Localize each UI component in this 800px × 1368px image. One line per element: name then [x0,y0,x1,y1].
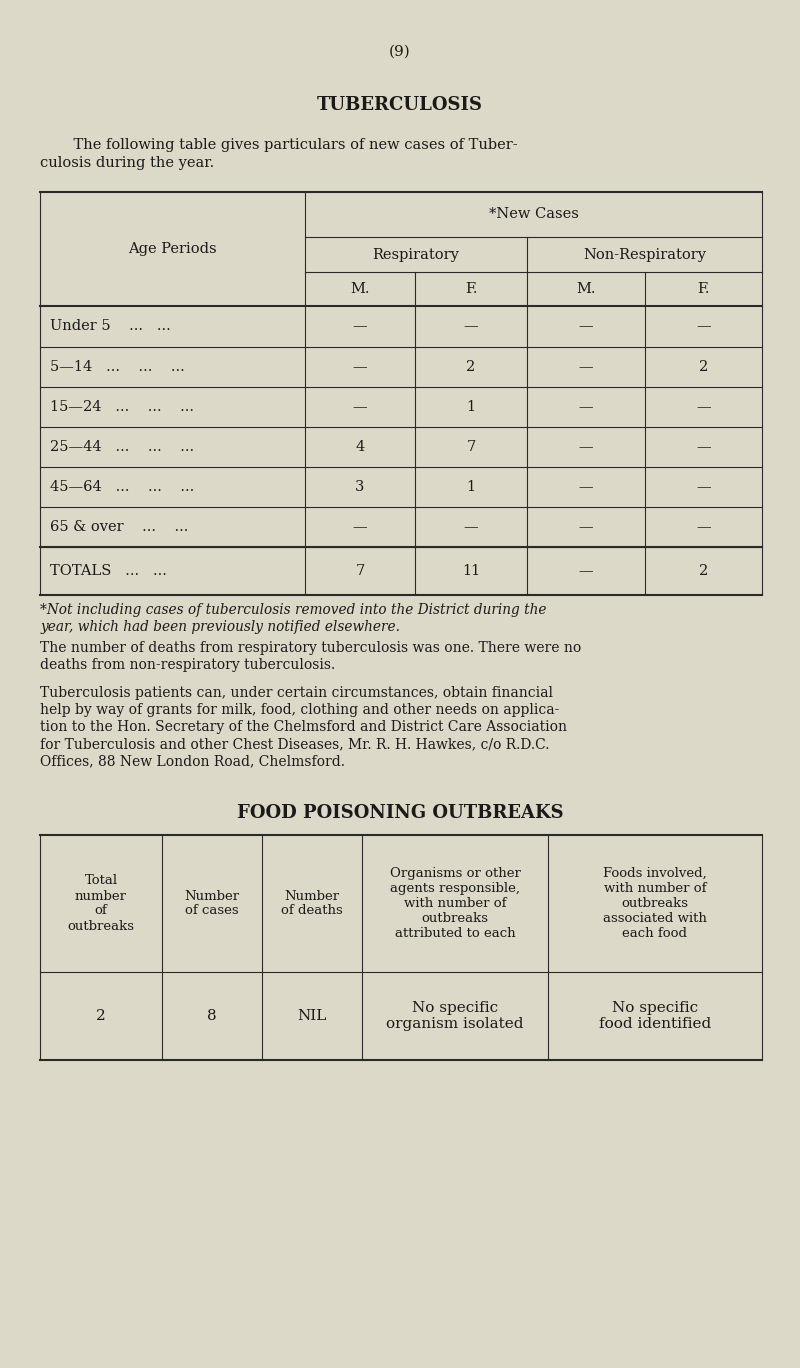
Text: —: — [578,520,594,534]
Text: outbreaks: outbreaks [622,897,689,910]
Text: M.: M. [350,282,370,295]
Text: associated with: associated with [603,912,707,925]
Text: deaths from non-respiratory tuberculosis.: deaths from non-respiratory tuberculosis… [40,658,335,672]
Text: 25—44   ...    ...    ...: 25—44 ... ... ... [50,440,194,454]
Text: 1: 1 [466,480,475,494]
Text: Under 5    ...   ...: Under 5 ... ... [50,320,170,334]
Text: Total: Total [85,874,118,888]
Text: 5—14   ...    ...    ...: 5—14 ... ... ... [50,360,185,373]
Text: Number: Number [185,889,239,903]
Text: (9): (9) [389,45,411,59]
Text: —: — [464,520,478,534]
Text: TUBERCULOSIS: TUBERCULOSIS [317,96,483,114]
Text: —: — [696,399,711,415]
Text: with number of: with number of [404,897,506,910]
Text: —: — [696,520,711,534]
Text: 8: 8 [207,1010,217,1023]
Text: —: — [578,480,594,494]
Text: The number of deaths from respiratory tuberculosis was one. There were no: The number of deaths from respiratory tu… [40,642,582,655]
Text: —: — [353,399,367,415]
Text: NIL: NIL [298,1010,326,1023]
Text: 7: 7 [355,564,365,579]
Text: food identified: food identified [599,1016,711,1031]
Text: year, which had been previously notified elsewhere.: year, which had been previously notified… [40,620,400,633]
Text: number: number [75,889,127,903]
Text: *Not including cases of tuberculosis removed into the District during the: *Not including cases of tuberculosis rem… [40,603,546,617]
Text: —: — [696,440,711,454]
Text: —: — [353,520,367,534]
Text: —: — [696,320,711,334]
Text: help by way of grants for milk, food, clothing and other needs on applica-: help by way of grants for milk, food, cl… [40,703,559,717]
Text: 1: 1 [466,399,475,415]
Text: agents responsible,: agents responsible, [390,882,520,895]
Text: tion to the Hon. Secretary of the Chelmsford and District Care Association: tion to the Hon. Secretary of the Chelms… [40,720,567,735]
Text: Tuberculosis patients can, under certain circumstances, obtain financial: Tuberculosis patients can, under certain… [40,685,553,700]
Text: 2: 2 [699,360,708,373]
Text: 2: 2 [466,360,476,373]
Text: The following table gives particulars of new cases of Tuber-: The following table gives particulars of… [55,138,518,152]
Text: Number: Number [285,889,339,903]
Text: organism isolated: organism isolated [386,1016,524,1031]
Text: —: — [578,440,594,454]
Text: —: — [578,399,594,415]
Text: No specific: No specific [412,1001,498,1015]
Text: 65 & over    ...    ...: 65 & over ... ... [50,520,188,534]
Text: —: — [696,480,711,494]
Text: attributed to each: attributed to each [394,928,515,940]
Text: Organisms or other: Organisms or other [390,867,521,880]
Text: TOTALS   ...   ...: TOTALS ... ... [50,564,167,579]
Text: Foods involved,: Foods involved, [603,867,707,880]
Text: No specific: No specific [612,1001,698,1015]
Text: 7: 7 [466,440,476,454]
Text: of deaths: of deaths [281,904,343,918]
Text: culosis during the year.: culosis during the year. [40,156,214,170]
Text: 11: 11 [462,564,480,579]
Text: of: of [94,904,107,918]
Text: with number of: with number of [604,882,706,895]
Text: —: — [578,320,594,334]
Text: for Tuberculosis and other Chest Diseases, Mr. R. H. Hawkes, c/o R.D.C.: for Tuberculosis and other Chest Disease… [40,737,550,751]
Text: F.: F. [698,282,710,295]
Text: outbreaks: outbreaks [67,919,134,933]
Text: 2: 2 [699,564,708,579]
Text: *New Cases: *New Cases [489,208,578,222]
Text: 45—64   ...    ...    ...: 45—64 ... ... ... [50,480,194,494]
Text: Non-Respiratory: Non-Respiratory [583,248,706,261]
Text: Respiratory: Respiratory [373,248,459,261]
Text: —: — [578,564,594,579]
Text: of cases: of cases [185,904,239,918]
Text: Offices, 88 New London Road, Chelmsford.: Offices, 88 New London Road, Chelmsford. [40,754,345,767]
Text: each food: each food [622,928,687,940]
Text: —: — [464,320,478,334]
Text: M.: M. [576,282,596,295]
Text: 15—24   ...    ...    ...: 15—24 ... ... ... [50,399,194,415]
Text: —: — [578,360,594,373]
Text: 2: 2 [96,1010,106,1023]
Text: —: — [353,360,367,373]
Text: 4: 4 [355,440,365,454]
Text: 3: 3 [355,480,365,494]
Text: FOOD POISONING OUTBREAKS: FOOD POISONING OUTBREAKS [237,804,563,822]
Text: Age Periods: Age Periods [128,242,217,256]
Text: F.: F. [465,282,478,295]
Text: outbreaks: outbreaks [422,912,489,925]
Text: —: — [353,320,367,334]
